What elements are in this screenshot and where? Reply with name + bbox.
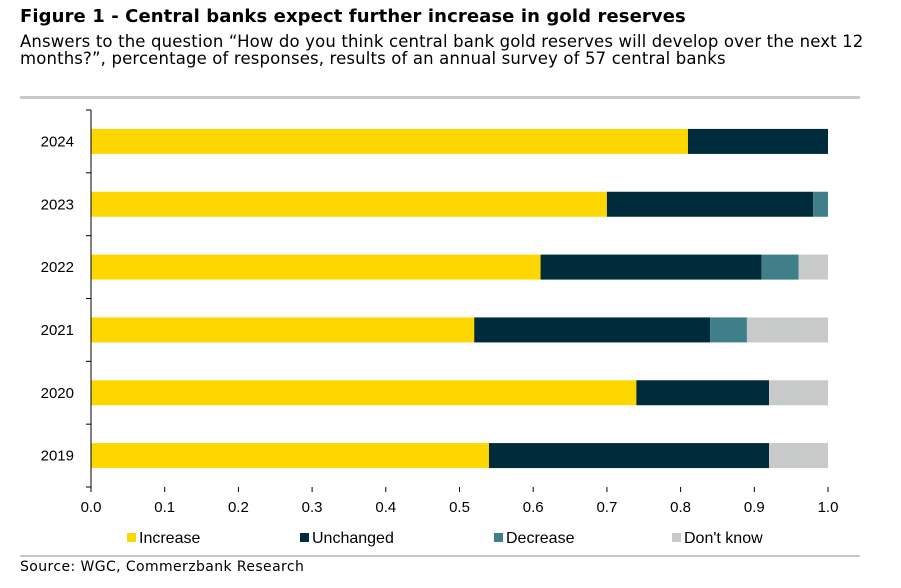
y-tick-label: 2020 [41, 385, 74, 402]
bar-2020-increase [91, 380, 637, 406]
x-tick-label: 0.1 [154, 499, 175, 516]
legend-label: Decrease [506, 530, 575, 547]
bar-2024-increase [91, 128, 688, 154]
bar-2020-don-t-know [769, 380, 828, 406]
bar-2021-increase [91, 317, 475, 343]
legend-swatch [494, 533, 503, 542]
top-divider [20, 96, 860, 99]
legend-swatch [300, 533, 309, 542]
bar-2023-increase [91, 191, 607, 217]
bar-2024-unchanged [687, 128, 828, 154]
bar-2022-decrease [761, 254, 799, 280]
x-tick-label: 0.2 [228, 499, 249, 516]
bar-2021-don-t-know [746, 317, 828, 343]
legend-label: Unchanged [312, 530, 394, 547]
bar-2021-unchanged [474, 317, 711, 343]
bar-2022-unchanged [540, 254, 762, 280]
x-tick-label: 1.0 [818, 499, 839, 516]
bottom-divider [20, 555, 860, 557]
bar-2023-decrease [813, 191, 828, 217]
x-tick-label: 0.5 [449, 499, 470, 516]
x-tick-label: 0.6 [523, 499, 544, 516]
bar-2019-don-t-know [769, 443, 828, 469]
y-tick-label: 2023 [41, 196, 74, 213]
legend-label: Don't know [684, 530, 763, 547]
bar-2021-decrease [710, 317, 747, 343]
legend-swatch [672, 533, 681, 542]
legend-label: Increase [139, 530, 200, 547]
source-note: Source: WGC, Commerzbank Research [20, 559, 305, 575]
y-tick-label: 2021 [41, 322, 74, 339]
x-tick-label: 0.0 [81, 499, 102, 516]
x-tick-label: 0.7 [596, 499, 617, 516]
bar-2019-increase [91, 443, 489, 469]
x-tick-label: 0.8 [670, 499, 691, 516]
bar-2022-increase [91, 254, 541, 280]
y-tick-label: 2022 [41, 259, 74, 276]
chart-title: Figure 1 - Central banks expect further … [20, 6, 686, 27]
x-tick-label: 0.4 [375, 499, 396, 516]
legend-swatch [127, 533, 136, 542]
chart-subtitle: Answers to the question “How do you thin… [20, 32, 864, 68]
bar-2020-unchanged [636, 380, 770, 406]
bar-2019-unchanged [488, 443, 770, 469]
x-tick-label: 0.3 [302, 499, 323, 516]
bar-2022-don-t-know [798, 254, 828, 280]
y-tick-label: 2024 [41, 133, 74, 150]
y-tick-label: 2019 [41, 448, 74, 465]
bar-2023-unchanged [606, 191, 814, 217]
x-tick-label: 0.9 [744, 499, 765, 516]
